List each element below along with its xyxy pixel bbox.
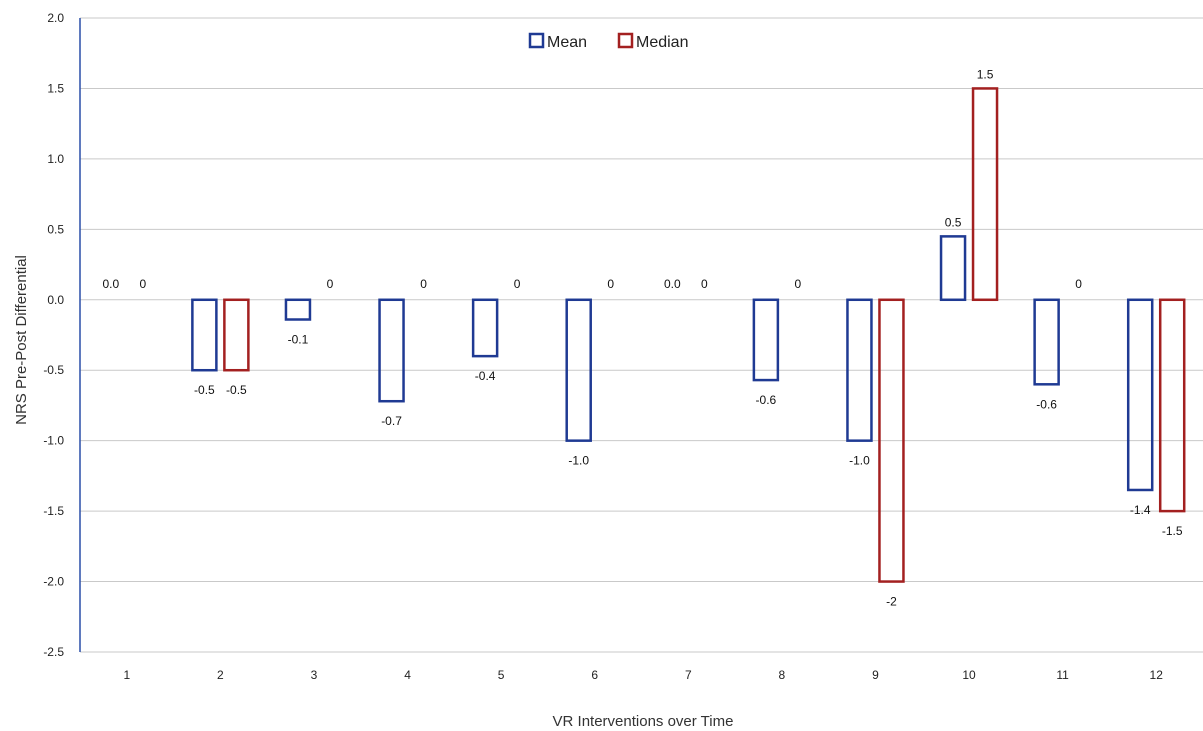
data-label-median: 1.5 (977, 67, 994, 81)
bar-median-12 (1158, 298, 1186, 513)
y-tick-label: 0.5 (47, 222, 64, 236)
y-axis: 2.0 1.5 1.0 0.5 0.0 -0.5 -1.0 -1.5 -2.0 -2.5 (43, 11, 81, 659)
y-tick-label: -2.5 (43, 645, 64, 659)
data-label-median: -1.5 (1162, 524, 1183, 538)
y-tick-label: 2.0 (47, 11, 64, 25)
data-label-mean: -0.6 (1036, 397, 1057, 411)
data-label-median: 0 (327, 277, 334, 291)
x-tick-label: 10 (962, 668, 976, 682)
x-tick-label: 9 (872, 668, 879, 682)
bar-mean-9 (846, 298, 873, 442)
bar-mean-3 (284, 298, 312, 321)
data-label-mean: -0.7 (381, 414, 402, 428)
data-label-median: -2 (886, 595, 897, 609)
legend-swatch-mean (528, 32, 545, 49)
data-label-mean: -1.4 (1130, 503, 1151, 517)
bars (191, 87, 1186, 583)
x-tick-label: 4 (404, 668, 411, 682)
y-tick-label: 1.5 (47, 81, 64, 95)
data-label-mean: -0.6 (756, 393, 777, 407)
data-label-median: 0 (607, 277, 614, 291)
y-tick-label: -0.5 (43, 363, 64, 377)
x-axis: 1 2 3 4 5 6 7 8 9 10 11 12 (123, 668, 1163, 682)
data-label-mean: 0.0 (664, 277, 681, 291)
x-tick-label: 2 (217, 668, 224, 682)
data-label-mean: -0.4 (475, 369, 496, 383)
legend-swatch-median (617, 32, 634, 49)
x-tick-label: 5 (498, 668, 505, 682)
bar-mean-2 (191, 298, 218, 372)
data-label-median: 0 (139, 277, 146, 291)
x-tick-label: 3 (311, 668, 318, 682)
data-label-median: 0 (795, 277, 802, 291)
data-label-median: 0 (514, 277, 521, 291)
x-tick-label: 11 (1056, 668, 1069, 682)
bar-mean-12 (1126, 298, 1154, 492)
x-tick-label: 8 (779, 668, 786, 682)
y-tick-label: -1.0 (43, 434, 64, 448)
x-axis-title: VR Interventions over Time (553, 713, 734, 730)
legend-label-mean: Mean (547, 34, 587, 51)
y-tick-label: 0.0 (47, 293, 64, 307)
bar-mean-5 (471, 298, 499, 358)
y-tick-label: 1.0 (47, 152, 64, 166)
x-tick-label: 7 (685, 668, 692, 682)
bar-median-9 (878, 298, 905, 583)
x-tick-label: 6 (591, 668, 598, 682)
data-label-mean: -0.5 (194, 383, 215, 397)
legend-label-median: Median (636, 34, 688, 51)
bar-mean-8 (752, 298, 780, 382)
bar-mean-11 (1033, 298, 1060, 386)
bar-median-2 (223, 298, 250, 372)
bar-mean-6 (565, 298, 592, 442)
data-label-median: 0 (1075, 277, 1082, 291)
data-label-mean: 0.0 (102, 277, 119, 291)
data-labels: 0.0 -0.5 -0.1 -0.7 -0.4 -1.0 0.0 -0.6 -1.0 0.5 -0.… (102, 67, 1182, 608)
data-label-mean: 0.5 (945, 215, 962, 229)
data-label-median: 0 (701, 277, 708, 291)
bar-mean-10 (939, 235, 967, 302)
data-label-mean: -1.0 (849, 454, 870, 468)
bar-mean-4 (378, 298, 405, 403)
data-label-mean: -1.0 (568, 454, 589, 468)
x-tick-label: 1 (123, 668, 130, 682)
y-tick-label: -2.0 (43, 575, 64, 589)
data-label-median: 0 (420, 277, 427, 291)
x-tick-label: 12 (1150, 668, 1164, 682)
legend: Mean Median (528, 32, 688, 51)
y-axis-title: NRS Pre-Post Differential (13, 255, 30, 425)
data-label-median: -0.5 (226, 383, 247, 397)
y-tick-label: -1.5 (43, 504, 64, 518)
data-label-mean: -0.1 (288, 333, 309, 347)
grid-lines (80, 17, 1203, 653)
bar-median-10 (971, 87, 999, 302)
